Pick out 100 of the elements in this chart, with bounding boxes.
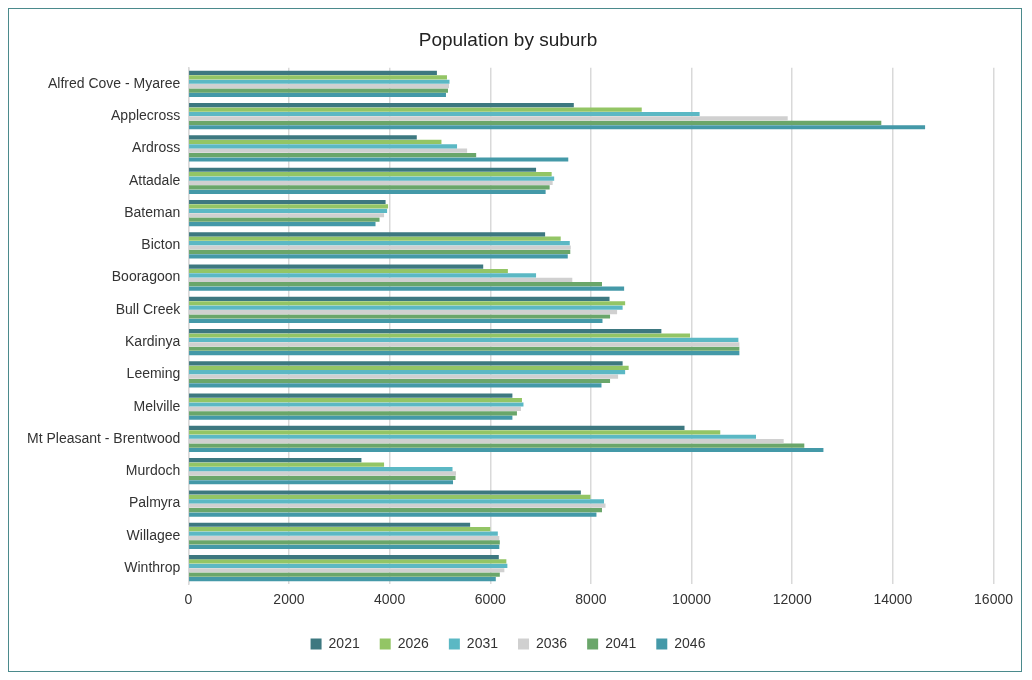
y-tick-label: Ardross	[132, 139, 181, 156]
bar	[189, 466, 453, 472]
bar	[189, 208, 388, 213]
x-tick-label: 8000	[575, 591, 607, 608]
x-tick-label: 2000	[273, 591, 305, 608]
bar	[189, 378, 611, 384]
bar	[189, 153, 477, 158]
bar	[189, 415, 513, 420]
bar	[189, 544, 500, 549]
x-tick-label: 4000	[374, 591, 406, 608]
bar	[189, 411, 517, 416]
bar	[189, 172, 552, 177]
y-tick-label: Alfred Cove - Myaree	[48, 74, 181, 91]
x-tick-label: 16000	[974, 591, 1014, 608]
chart-title: Population by suburb	[418, 28, 598, 50]
bar	[189, 402, 524, 407]
bar	[189, 144, 458, 149]
bar	[189, 282, 602, 287]
y-tick-label: Bull Creek	[115, 300, 182, 317]
bar	[189, 189, 546, 194]
bar	[189, 120, 882, 125]
x-tick-label: 12000	[772, 591, 812, 608]
bar	[189, 254, 568, 259]
y-tick-label: Melville	[133, 397, 181, 414]
y-tick-label: Willagee	[126, 526, 181, 543]
bar	[189, 393, 513, 398]
bar	[189, 217, 380, 222]
bar	[189, 329, 662, 334]
y-tick-label: Winthrop	[124, 558, 181, 575]
bar	[189, 107, 642, 112]
bar	[189, 346, 740, 351]
x-tick-label: 6000	[474, 591, 507, 608]
bar	[189, 301, 626, 306]
bar	[189, 199, 386, 205]
bar	[189, 494, 591, 499]
bar	[189, 361, 623, 366]
bar	[189, 176, 555, 181]
bar	[189, 554, 499, 560]
bar	[189, 286, 625, 291]
bar	[189, 462, 385, 467]
y-tick-label: Bateman	[124, 203, 181, 220]
bar	[189, 365, 629, 370]
bar	[189, 490, 581, 495]
bar	[189, 351, 740, 356]
bar	[189, 522, 471, 527]
legend-label: 2026	[397, 634, 430, 651]
bar	[189, 577, 496, 582]
bar	[189, 268, 508, 274]
bar	[189, 88, 448, 93]
bar	[189, 185, 550, 190]
x-tick-label: 14000	[873, 591, 913, 608]
x-tick-label: 10000	[672, 591, 712, 608]
bar	[189, 103, 574, 108]
y-tick-label: Attadale	[128, 171, 181, 188]
bar	[189, 559, 507, 564]
bar	[189, 430, 721, 435]
bar	[189, 139, 442, 144]
bar	[189, 397, 522, 403]
y-tick-label: Mt Pleasant - Brentwood	[27, 429, 181, 446]
bar	[189, 370, 626, 375]
legend-label: 2021	[328, 634, 360, 651]
bar	[189, 447, 824, 453]
bar	[189, 318, 603, 323]
bar	[189, 572, 500, 577]
legend-label: 2041	[605, 634, 637, 651]
bar	[189, 264, 484, 269]
bar	[189, 480, 454, 485]
bar	[189, 527, 491, 532]
bar	[189, 296, 610, 301]
x-tick-label: 0	[184, 591, 193, 608]
bar	[189, 75, 447, 80]
y-tick-label: Booragoon	[111, 268, 181, 285]
bar	[189, 273, 537, 278]
bar	[189, 157, 569, 162]
bar	[189, 531, 498, 536]
bar	[189, 475, 456, 480]
bar	[189, 111, 700, 117]
bar	[189, 508, 602, 513]
bar	[189, 337, 739, 343]
y-tick-label: Leeming	[126, 365, 181, 382]
y-tick-label: Kardinya	[125, 333, 181, 349]
bar	[189, 499, 604, 504]
bar	[189, 458, 362, 463]
bar	[189, 125, 926, 130]
bar	[189, 314, 611, 319]
bar	[189, 563, 508, 568]
bar	[189, 383, 602, 388]
bar	[189, 512, 597, 517]
bar	[189, 540, 500, 545]
bar	[189, 236, 561, 241]
legend-label: 2046	[674, 634, 706, 651]
bar	[189, 249, 571, 255]
y-tick-label: Palmyra	[128, 494, 181, 511]
bar	[189, 204, 389, 209]
bar	[189, 135, 417, 140]
bar	[189, 434, 756, 439]
y-tick-label: Applecross	[111, 107, 181, 124]
y-tick-label: Bicton	[141, 236, 181, 253]
bar	[189, 305, 623, 310]
bar	[189, 79, 450, 84]
